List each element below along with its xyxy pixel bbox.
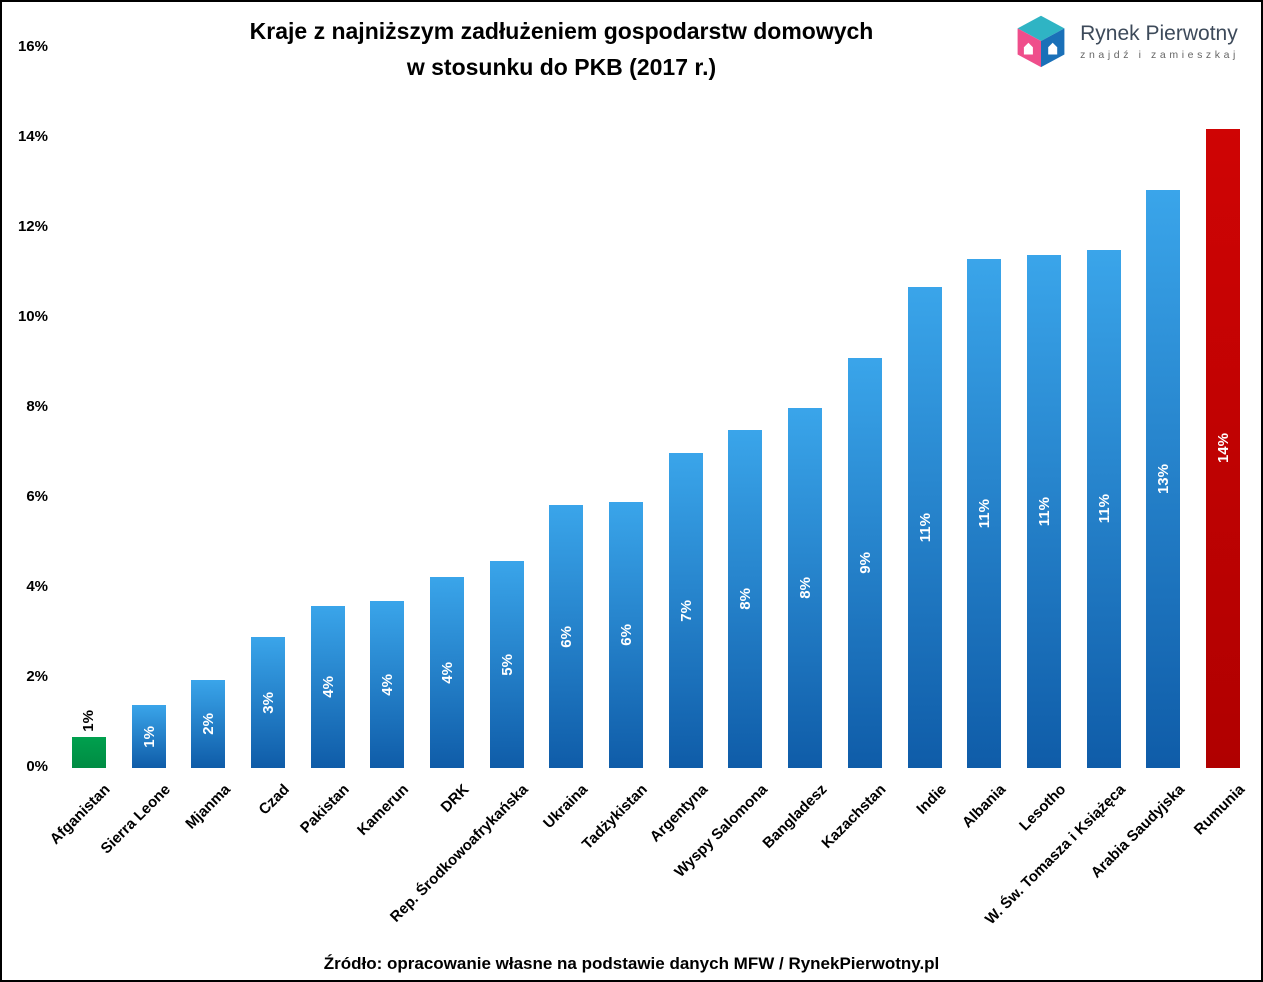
y-axis-tick: 14% <box>17 128 48 145</box>
bar: 2% <box>191 680 225 768</box>
bar: 5% <box>490 561 524 768</box>
bar-value-label: 8% <box>796 577 814 599</box>
bar: 1% <box>72 710 106 768</box>
bar-value-label: 1% <box>140 725 158 748</box>
x-axis-label: Albania <box>958 781 1010 832</box>
chart-title: Kraje z najniższym zadłużeniem gospodars… <box>122 14 1001 85</box>
bar: 4% <box>311 606 345 768</box>
x-axis-label: Rumunia <box>1190 781 1248 839</box>
bar-value-label: 11% <box>1035 496 1053 527</box>
y-axis-tick: 4% <box>26 578 48 595</box>
bar-value-label: 9% <box>856 552 874 574</box>
bar-value-label: 13% <box>1154 463 1172 495</box>
bar: 8% <box>728 430 762 768</box>
house-icon <box>1048 42 1058 55</box>
brand-logo: Rynek Pierwotny znajdź i zamieszkaj <box>1014 12 1239 70</box>
bar: 11% <box>967 259 1001 768</box>
y-axis-tick: 6% <box>26 488 48 505</box>
bar-value-label: 4% <box>378 673 396 696</box>
bar: 13% <box>1146 190 1180 768</box>
bar: 6% <box>549 505 583 768</box>
bar-value-label: 3% <box>259 691 277 714</box>
bar-value-label: 14% <box>1214 433 1232 464</box>
y-axis-tick: 16% <box>17 38 48 55</box>
x-axis-label: Kamerun <box>354 781 413 840</box>
x-axis-label: Argentyna <box>646 781 711 846</box>
bar: 8% <box>788 408 822 768</box>
bar-value-label: 11% <box>1095 494 1113 524</box>
bar: 11% <box>1027 255 1061 768</box>
y-axis-tick: 12% <box>17 218 48 235</box>
bar-value-label: 4% <box>438 661 456 684</box>
x-axis-label: DRK <box>437 781 473 817</box>
x-axis-label: Mjanma <box>181 781 234 833</box>
y-axis-tick: 8% <box>26 398 48 415</box>
chart-title-line2: w stosunku do PKB (2017 r.) <box>406 53 717 80</box>
x-axis-label: Indie <box>912 781 950 818</box>
source-text: Źródło: opracowanie własne na podstawie … <box>323 954 940 973</box>
y-axis-tick: 10% <box>17 308 48 325</box>
logo-text: Rynek Pierwotny znajdź i zamieszkaj <box>1080 22 1239 61</box>
x-axis-label: Czad <box>255 781 294 819</box>
brand-tagline: znajdź i zamieszkaj <box>1080 48 1239 61</box>
bar-value-label: 8% <box>736 588 754 610</box>
y-axis-tick: 0% <box>26 758 48 775</box>
bar: 11% <box>1087 250 1121 768</box>
bar-value-label: 11% <box>975 498 993 529</box>
y-axis-tick: 2% <box>26 668 48 685</box>
brand-name: Rynek Pierwotny <box>1080 21 1238 45</box>
bar-value-label: 7% <box>677 599 695 622</box>
bar: 7% <box>669 453 703 768</box>
bar-value-label: 1% <box>80 710 97 732</box>
bar: 6% <box>609 502 643 768</box>
bar: 3% <box>251 637 285 768</box>
bar-value-label: 6% <box>557 625 575 648</box>
bar: 14% <box>1206 129 1240 768</box>
bar-value-label: 6% <box>617 624 635 646</box>
x-axis-label: Lesotho <box>1015 781 1069 835</box>
bar: 4% <box>430 577 464 768</box>
bar: 11% <box>908 287 942 768</box>
bar-value-label: 4% <box>319 676 337 698</box>
house-icon <box>1024 42 1034 55</box>
bar: 9% <box>848 358 882 768</box>
bar-value-label: 5% <box>498 653 516 676</box>
chart-title-line1: Kraje z najniższym zadłużeniem gospodars… <box>249 18 874 44</box>
x-axis-label: Pakistan <box>297 781 353 837</box>
bar-value-label: 2% <box>199 713 217 735</box>
bar-value-label: 11% <box>916 512 934 543</box>
x-axis-label: Ukraina <box>540 781 592 832</box>
bar: 1% <box>132 705 166 768</box>
bar: 4% <box>370 601 404 768</box>
logo-cube-icon <box>1017 15 1065 68</box>
